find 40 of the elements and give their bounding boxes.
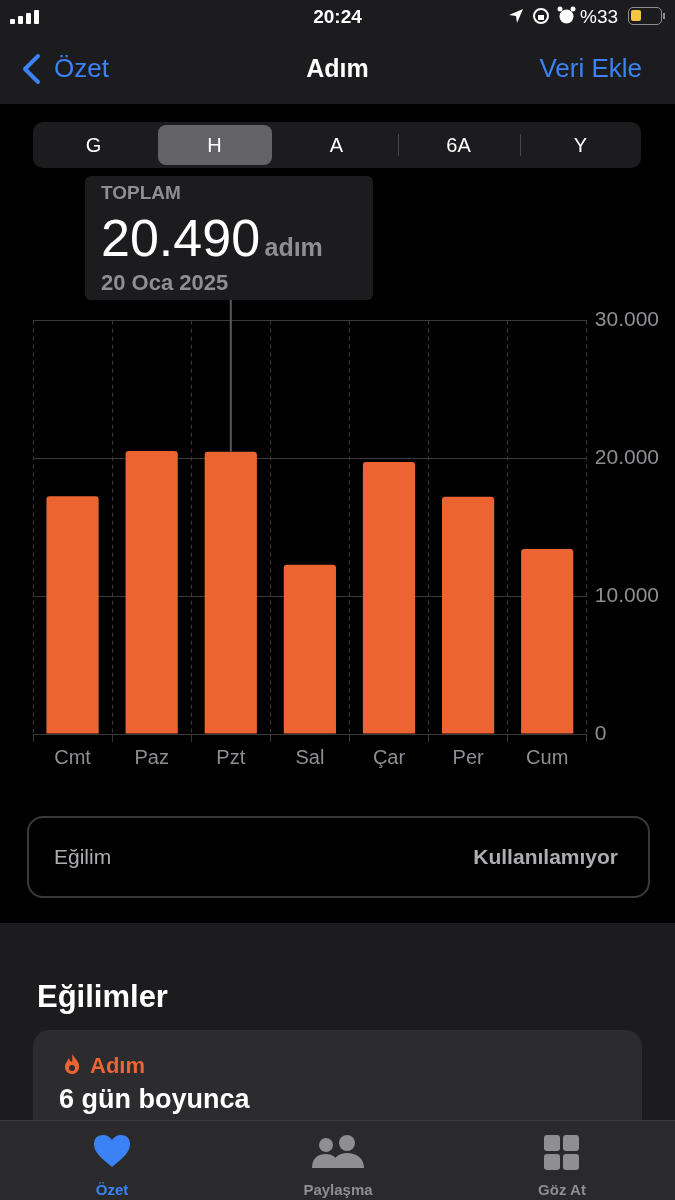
text: Eğilim: [54, 845, 112, 869]
text: Y: [572, 133, 589, 158]
text: adım: [264, 233, 323, 261]
bar: [362, 461, 416, 734]
y-tick-label: 20.000: [594, 445, 659, 469]
text: G: [84, 133, 103, 158]
x-tick-label: Pzt: [216, 745, 246, 768]
x-tick-label: Cum: [526, 745, 569, 768]
text: Eğilimler: [37, 979, 168, 1015]
text: Veri Ekle: [539, 53, 642, 84]
bar: [283, 564, 336, 734]
text: H: [206, 133, 223, 158]
text: TOPLAM: [101, 182, 181, 204]
bar: [204, 451, 257, 734]
text: A: [328, 133, 345, 158]
annotation: 20.490: [101, 209, 261, 267]
chart-title: Adım: [306, 54, 369, 82]
text: Göz At: [537, 1181, 587, 1198]
text: Özet: [54, 53, 109, 84]
text: 20 Oca 2025: [101, 270, 229, 296]
y-tick-label: 30.000: [594, 307, 659, 331]
x-tick-label: Cmt: [54, 745, 92, 768]
x-tick-label: Paz: [134, 745, 169, 768]
text: Özet: [94, 1181, 130, 1198]
bar: [125, 451, 178, 734]
bar: [46, 496, 99, 734]
text: 6A: [445, 133, 472, 158]
bar: [521, 549, 574, 734]
text: 6 gün boyunca: [59, 1084, 250, 1115]
text: 20:24: [313, 6, 362, 27]
text: Paylaşma: [302, 1181, 374, 1198]
x-tick-label: Per: [452, 745, 485, 768]
text: Kullanılamıyor: [473, 845, 618, 869]
bar: [442, 496, 495, 734]
text: Adım: [90, 1053, 145, 1079]
x-tick-label: Sal: [295, 745, 325, 768]
y-tick-label: 0: [594, 720, 607, 744]
y-tick-label: 10.000: [594, 583, 659, 606]
x-tick-label: Çar: [372, 745, 406, 768]
text: %33: [580, 6, 619, 28]
